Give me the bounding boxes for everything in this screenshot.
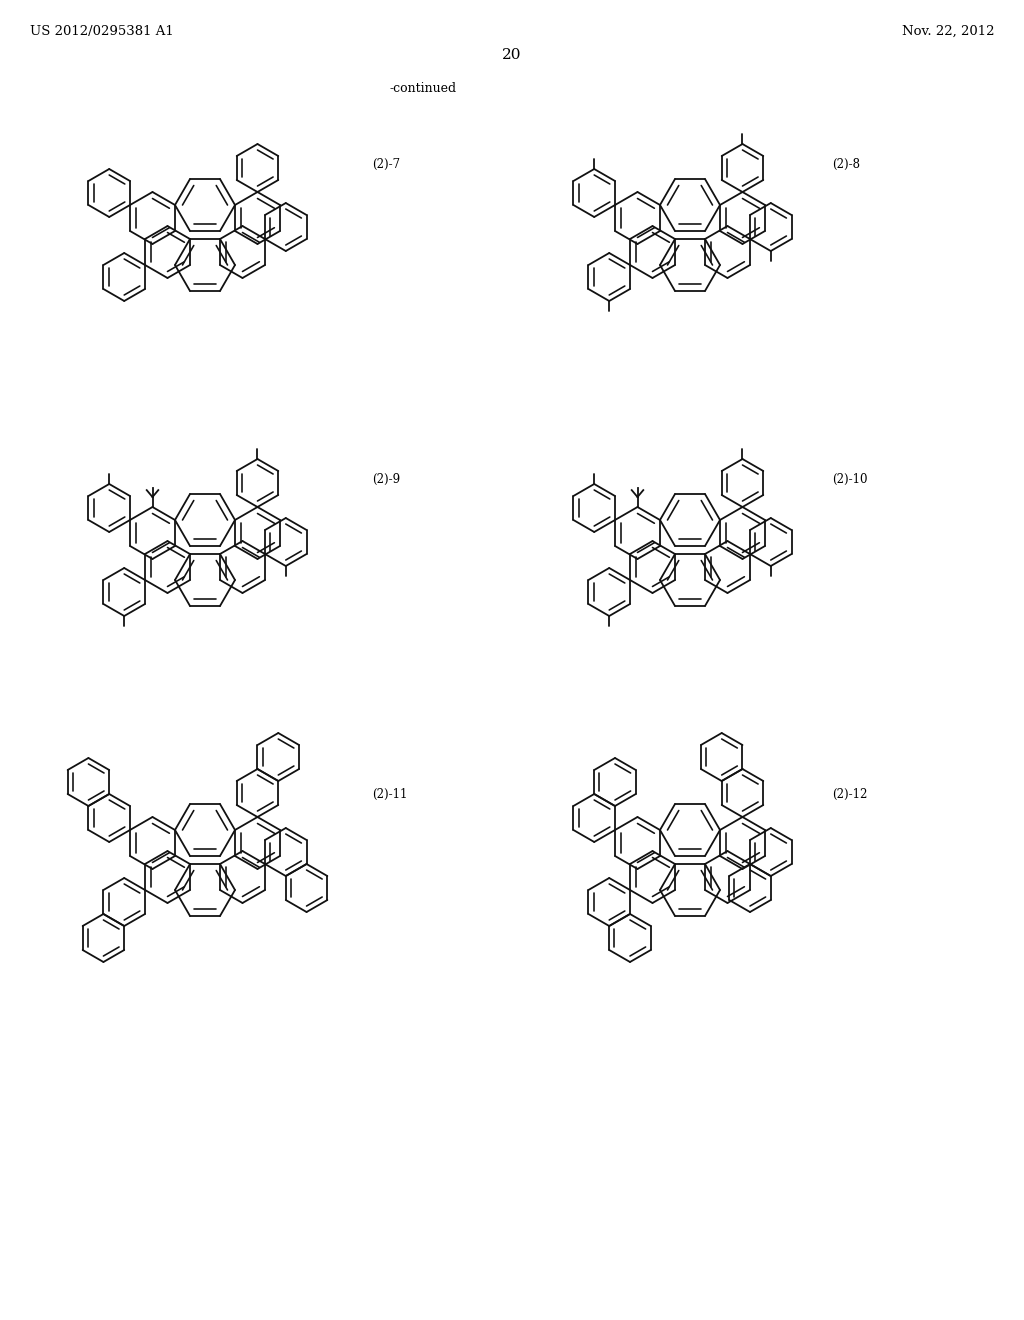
Text: (2)-7: (2)-7 bbox=[372, 158, 400, 172]
Text: (2)-8: (2)-8 bbox=[831, 158, 860, 172]
Text: Nov. 22, 2012: Nov. 22, 2012 bbox=[901, 25, 994, 38]
Text: -continued: -continued bbox=[390, 82, 457, 95]
Text: 20: 20 bbox=[502, 48, 522, 62]
Text: (2)-11: (2)-11 bbox=[372, 788, 408, 801]
Text: (2)-10: (2)-10 bbox=[831, 473, 867, 486]
Text: (2)-12: (2)-12 bbox=[831, 788, 867, 801]
Text: US 2012/0295381 A1: US 2012/0295381 A1 bbox=[30, 25, 174, 38]
Text: (2)-9: (2)-9 bbox=[372, 473, 400, 486]
